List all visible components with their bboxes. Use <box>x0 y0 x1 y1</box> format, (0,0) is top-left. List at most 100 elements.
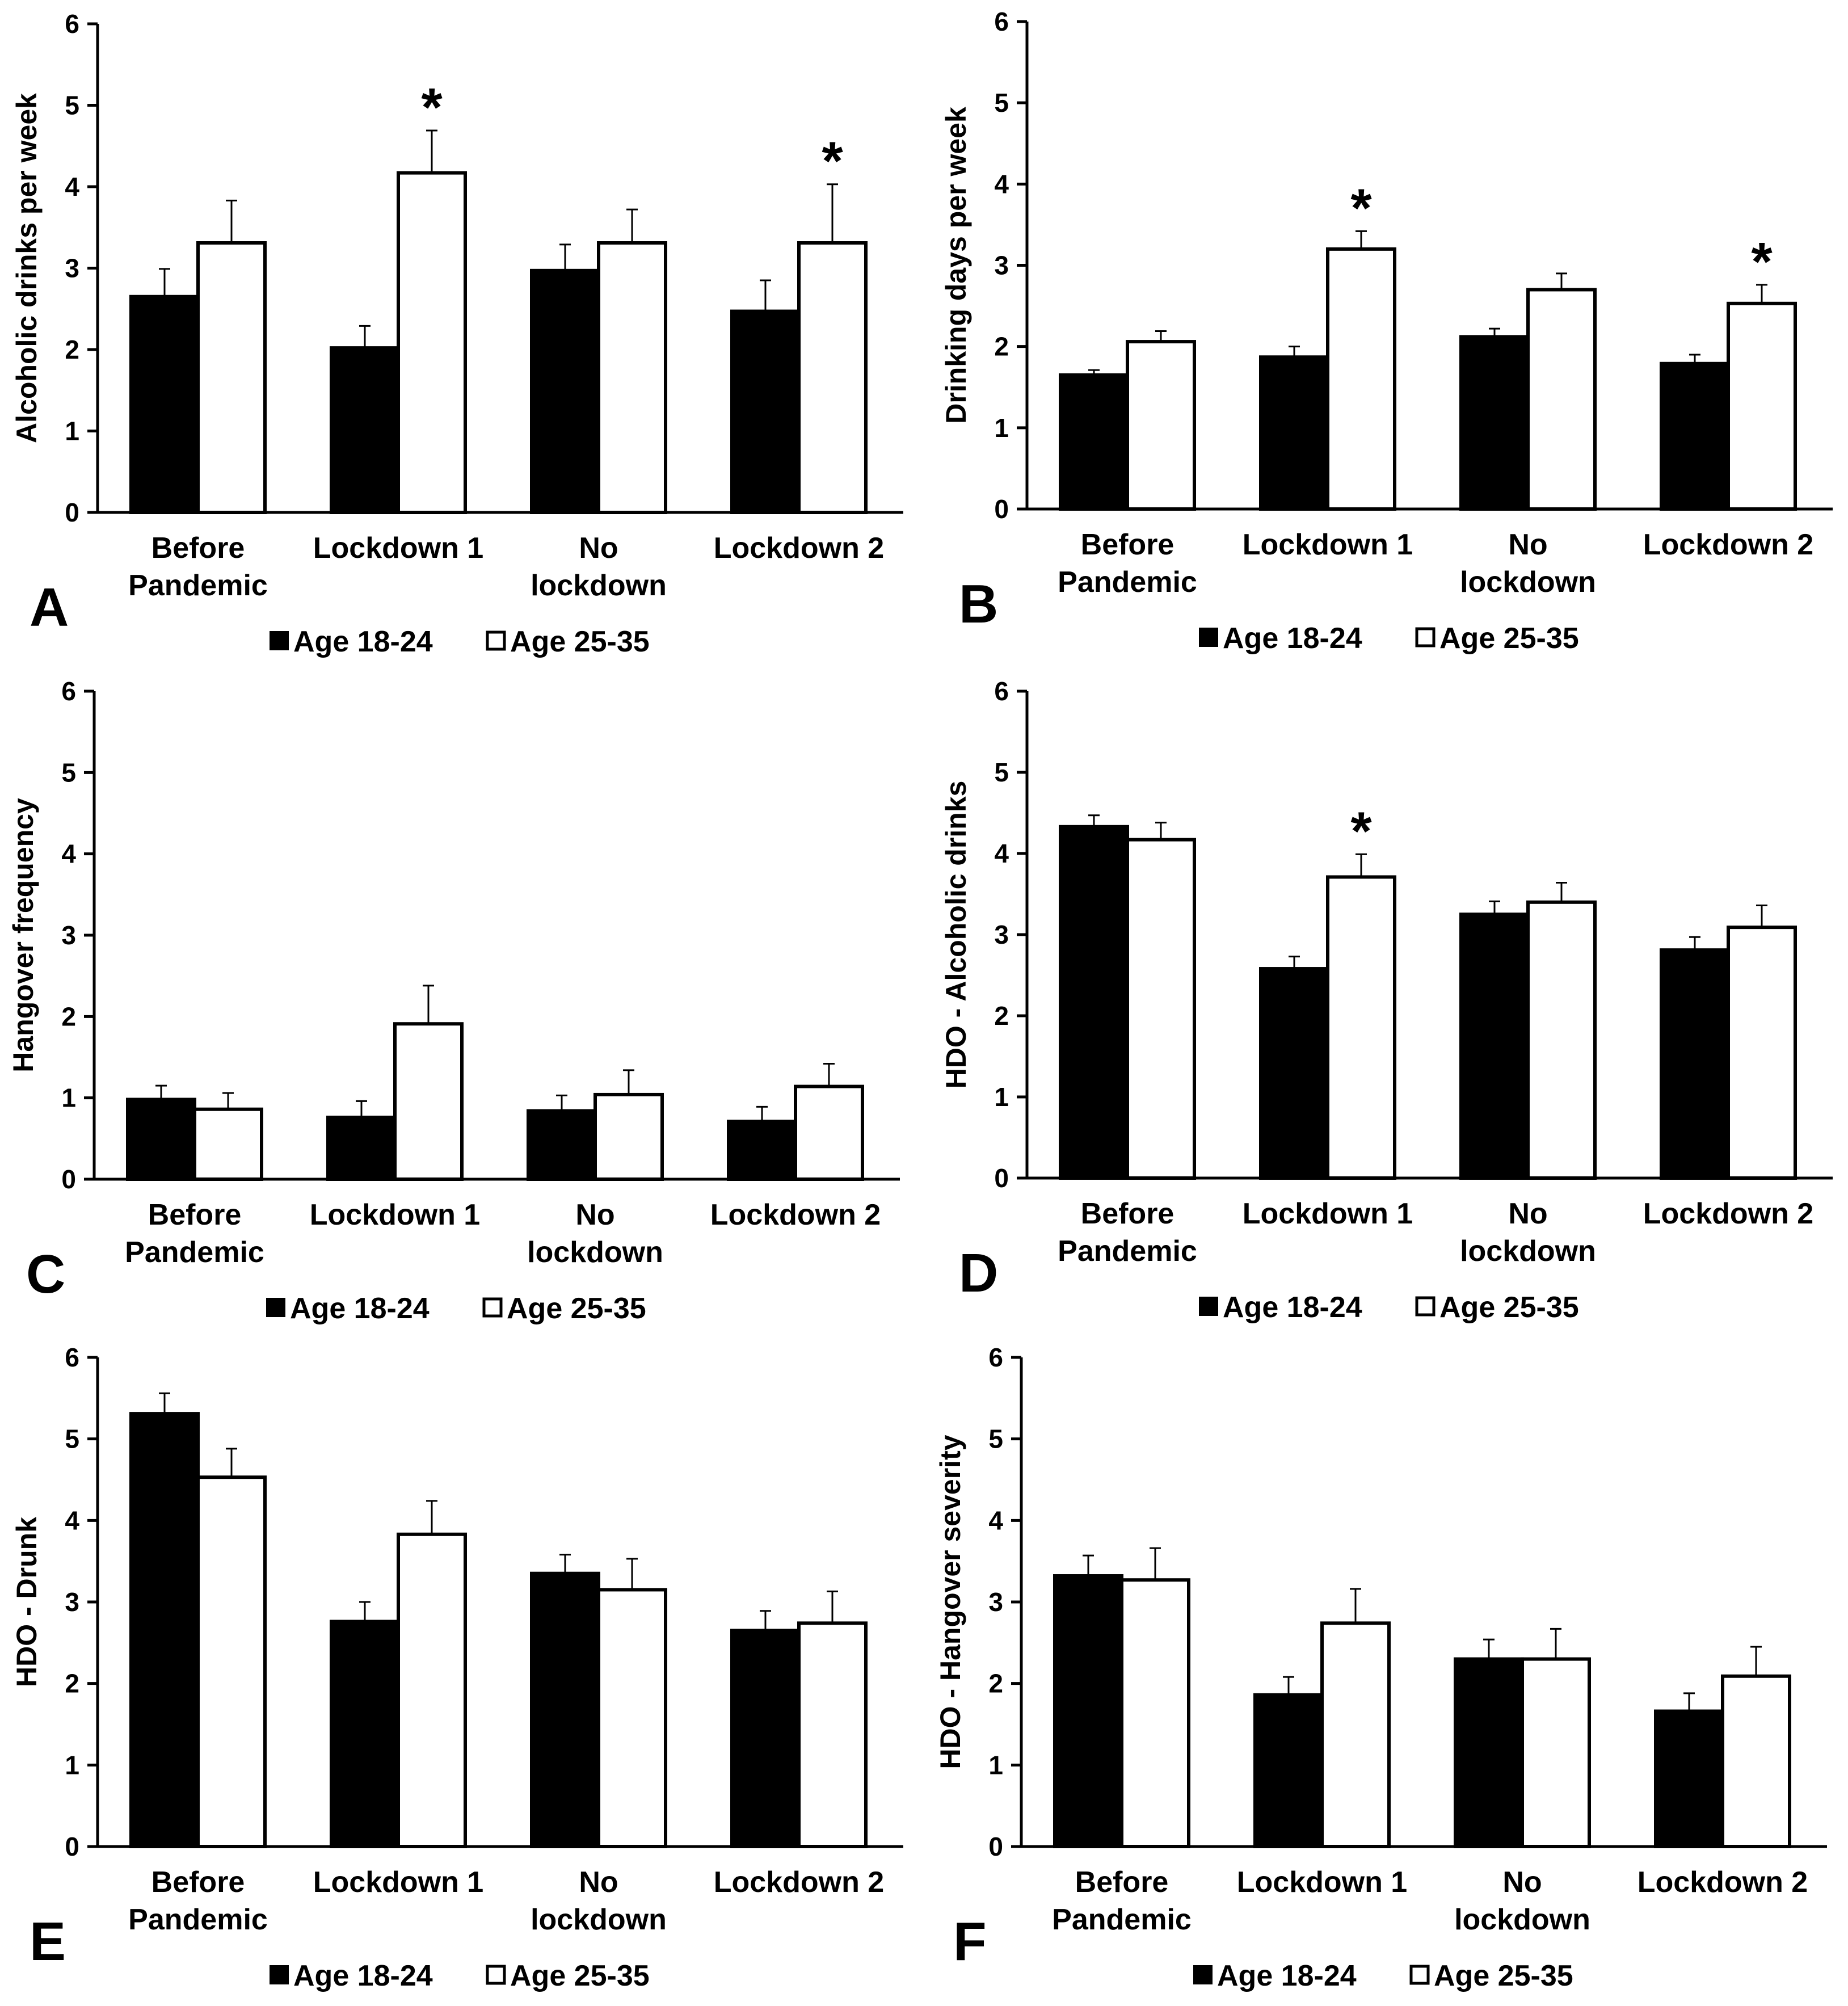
significance-star: * <box>1350 178 1372 238</box>
y-tick-label: 6 <box>65 1343 79 1372</box>
legend-label-age-25-35: Age 25-35 <box>1439 1291 1579 1324</box>
bar-age-18-24 <box>727 1120 797 1181</box>
y-tick-label: 1 <box>65 1750 79 1780</box>
y-tick-label: 4 <box>61 839 76 869</box>
bar-age-25-35 <box>1120 1578 1190 1848</box>
y-tick-label: 0 <box>65 1832 79 1861</box>
category-label: lockdown <box>1460 1235 1596 1268</box>
bar-age-18-24 <box>1654 1709 1724 1849</box>
bar-age-18-24 <box>730 309 801 514</box>
category-label: Pandemic <box>128 1903 268 1936</box>
bar-age-18-24 <box>527 1109 597 1181</box>
category-label: No <box>1502 1866 1542 1899</box>
bar-age-25-35 <box>397 171 467 515</box>
bar-age-25-35 <box>794 1084 864 1181</box>
y-tick-label: 5 <box>988 1424 1003 1454</box>
bar-age-25-35 <box>1126 838 1196 1180</box>
y-tick-label: 2 <box>61 1002 76 1031</box>
y-tick-label: 2 <box>65 1669 79 1698</box>
bar-age-25-35 <box>196 1475 267 1848</box>
y-tick-label: 5 <box>65 91 79 120</box>
y-tick-label: 5 <box>61 758 76 787</box>
y-axis-label: Drinking days per week <box>940 107 972 424</box>
y-tick-label: 1 <box>61 1083 76 1113</box>
bar-age-25-35 <box>1521 1657 1591 1848</box>
category-label: Pandemic <box>125 1236 264 1269</box>
y-tick-label: 6 <box>61 676 76 706</box>
significance-star: * <box>421 77 443 138</box>
y-tick-label: 0 <box>988 1832 1003 1861</box>
legend-swatch-age-18-24 <box>1199 1297 1218 1316</box>
y-tick-label: 3 <box>65 1587 79 1617</box>
category-label: Pandemic <box>1058 1235 1197 1268</box>
bar-age-18-24 <box>1259 355 1329 511</box>
category-label: Before <box>1081 528 1175 561</box>
panel-a: 0 1 2 3 4 5 6 Alcoholic drinks per week * * Before… <box>11 9 903 658</box>
y-tick-label: 6 <box>988 1343 1003 1372</box>
category-label: Lockdown 1 <box>1237 1866 1407 1899</box>
legend-swatch-age-18-24 <box>1193 1965 1213 1984</box>
legend-label-age-18-24: Age 18-24 <box>290 1292 430 1325</box>
legend-label-age-18-24: Age 18-24 <box>293 625 433 658</box>
bar-age-25-35 <box>1721 1674 1791 1848</box>
bar-age-25-35 <box>1526 288 1597 511</box>
y-tick-label: 2 <box>65 335 79 364</box>
y-tick-label: 1 <box>65 417 79 446</box>
y-tick-label: 4 <box>994 169 1009 199</box>
panel-letter: B <box>959 574 998 634</box>
category-label: Lockdown 1 <box>1243 1197 1413 1230</box>
y-tick-label: 2 <box>988 1669 1003 1698</box>
bar-age-25-35 <box>193 1107 263 1181</box>
bar-age-25-35 <box>797 1621 868 1848</box>
bar-age-18-24 <box>1459 912 1530 1180</box>
category-label: Lockdown 2 <box>1637 1866 1808 1899</box>
category-label: lockdown <box>531 1903 667 1936</box>
y-tick-label: 1 <box>994 1082 1009 1112</box>
bar-age-18-24 <box>1059 825 1129 1180</box>
bar-age-25-35 <box>393 1022 464 1181</box>
y-tick-label: 5 <box>994 758 1009 787</box>
bar-age-18-24 <box>1660 948 1730 1180</box>
legend-label-age-25-35: Age 25-35 <box>1434 1959 1573 1992</box>
y-tick-label: 0 <box>61 1164 76 1194</box>
category-label: Lockdown 1 <box>313 1866 483 1899</box>
legend-swatch-age-25-35 <box>486 1965 506 1985</box>
bar-age-18-24 <box>1660 361 1730 511</box>
legend-swatch-age-18-24 <box>270 1965 289 1984</box>
category-label: No <box>1508 528 1547 561</box>
category-label: Lockdown 1 <box>313 532 483 565</box>
y-tick-label: 6 <box>994 7 1009 36</box>
y-tick-label: 2 <box>994 1001 1009 1031</box>
bar-age-18-24 <box>129 295 200 514</box>
y-tick-label: 2 <box>994 332 1009 361</box>
legend-label-age-25-35: Age 25-35 <box>510 1959 650 1992</box>
bar-age-25-35 <box>1326 875 1396 1180</box>
bar-age-18-24 <box>126 1097 196 1181</box>
y-tick-label: 6 <box>994 676 1009 706</box>
category-label: lockdown <box>527 1236 663 1269</box>
y-tick-label: 3 <box>65 254 79 283</box>
y-tick-label: 3 <box>994 920 1009 949</box>
category-label: Lockdown 2 <box>1643 1197 1813 1230</box>
bar-age-25-35 <box>597 1588 667 1848</box>
y-tick-label: 0 <box>994 1163 1009 1193</box>
legend-label-age-18-24: Age 18-24 <box>1223 622 1362 655</box>
bar-age-18-24 <box>1253 1693 1324 1849</box>
y-axis-label: HDO - Alcoholic drinks <box>940 781 972 1089</box>
bar-age-25-35 <box>196 241 267 514</box>
category-label: No <box>1508 1197 1547 1230</box>
y-tick-label: 4 <box>988 1505 1003 1535</box>
legend-label-age-25-35: Age 25-35 <box>507 1292 646 1325</box>
y-tick-label: 3 <box>61 920 76 950</box>
panel-letter: E <box>30 1911 66 1972</box>
y-tick-label: 4 <box>65 1505 79 1535</box>
category-label: No <box>579 1866 618 1899</box>
category-label: Before <box>1075 1866 1169 1899</box>
legend-swatch-age-18-24 <box>270 631 289 650</box>
category-label: No <box>579 532 618 565</box>
legend-label-age-25-35: Age 25-35 <box>1439 622 1579 655</box>
legend-swatch-age-25-35 <box>1415 1296 1436 1317</box>
bar-age-25-35 <box>1727 926 1797 1180</box>
bar-age-18-24 <box>1454 1657 1524 1848</box>
